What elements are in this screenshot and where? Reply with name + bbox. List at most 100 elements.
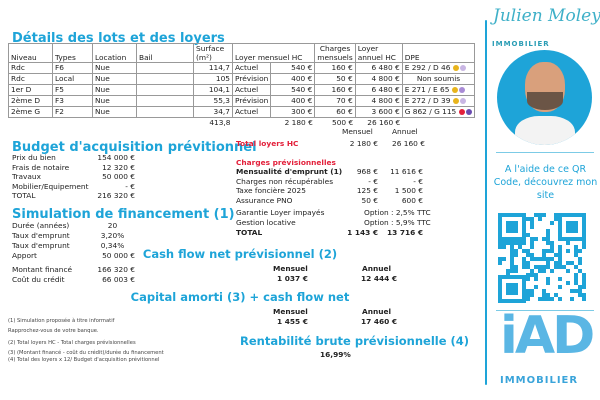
cell-bail [136, 106, 194, 118]
footnote: (1) Simulation proposée à titre informat… [8, 318, 115, 324]
capital-a: 17 460 € [361, 317, 398, 326]
cell-type: F2 [52, 106, 93, 118]
financement-title: Simulation de financement (1) [12, 207, 235, 222]
cell-charges: 160 € [314, 84, 356, 96]
total-loyers-m: 2 180 € [349, 139, 378, 148]
header-niveau: Niveau [8, 43, 53, 63]
charge-label: Charges non récupérables [236, 176, 334, 186]
cell-loyer: 300 € [270, 106, 316, 118]
budget-value: 216 320 € [97, 191, 135, 200]
dpe-value: E 272 / D 39 [404, 96, 451, 106]
financement-label: Apport [12, 251, 37, 260]
charge-a: 11 616 € [390, 167, 423, 176]
cell-surface: 104,1 [193, 84, 233, 96]
financement-label: Montant financé [12, 265, 73, 274]
capital-m: 1 455 € [277, 317, 308, 326]
dpe-dot-icon [452, 87, 459, 93]
cell-surface: 114,7 [193, 62, 233, 74]
rentabilite-title: Rentabilité brute prévisionnelle (4) [240, 334, 470, 348]
option-label: Garantie Loyer impayés [236, 208, 325, 217]
capital-m-label: Mensuel [273, 307, 308, 316]
footnote: (4) Total des loyers x 12/ Budget d'acqu… [8, 357, 160, 363]
charges-total-a: 13 716 € [386, 228, 423, 237]
cell-loyer: 540 € [270, 62, 316, 74]
charge-m: - € [368, 176, 378, 186]
dpe-dot-icon [453, 98, 460, 104]
financement-value: 166 320 € [97, 265, 135, 274]
cell-annuel: 4 800 € [354, 95, 403, 107]
header-dpe: DPE [401, 43, 476, 63]
iad-logo: iAD [500, 306, 595, 366]
header-location: Location [92, 43, 137, 63]
budget-label: TOTAL [12, 191, 36, 200]
dpe-value: E 271 / E 65 [404, 85, 450, 95]
charge-m: 50 € [361, 195, 378, 205]
budget-label: Frais de notaire [12, 162, 70, 172]
sidebar-divider [485, 20, 487, 385]
total-loyers-a: 26 160 € [392, 139, 425, 148]
dpe-dot-icon [459, 109, 466, 115]
cell-dpe: E 272 / D 39 [401, 95, 476, 107]
cell-bail [136, 62, 194, 74]
charge-a: 600 € [401, 195, 423, 205]
dpe-dot-icon [453, 65, 460, 71]
total-loyers-label: Total loyers HC [236, 139, 299, 148]
cell-location: Nue [92, 62, 137, 74]
dpe-value: G 862 / G 115 [404, 107, 457, 117]
cell-surface: 105 [193, 73, 233, 85]
cell-niveau: Rdc [8, 73, 53, 85]
total-surface: 413,8 [209, 118, 231, 127]
financement-value: 20 [107, 221, 118, 230]
cell-dpe: Non soumis [401, 73, 476, 85]
charge-label: Assurance PNO [236, 195, 293, 205]
cell-location: Nue [92, 106, 137, 118]
total-annuel: 26 160 € [367, 118, 401, 127]
lots-title: Détails des lots et des loyers [12, 31, 225, 46]
dpe-dot-icon [459, 87, 466, 93]
sidebar-sep [496, 152, 594, 153]
total-loyer: 2 180 € [284, 118, 313, 127]
header-surface: Surface (m²) [193, 43, 233, 63]
financement-value: 3,20% [100, 231, 125, 240]
cashflow-m: 1 037 € [277, 274, 308, 283]
cell-empty [53, 118, 93, 129]
option-value: Option : 5,9% TTC [364, 217, 431, 227]
cell-statut: Prévision [231, 95, 272, 107]
financement-label: Durée (années) [12, 221, 70, 230]
table-row: Rdc Local Nue 105 Prévision 400 €50 €4 800 € N… [8, 73, 476, 85]
cell-empty [93, 118, 137, 129]
financement-label: Taux d'emprunt [12, 231, 70, 240]
cell-charges: 50 € [314, 73, 356, 85]
financement-label: Coût du crédit [12, 275, 65, 284]
header-charges: Charges mensuels [314, 43, 356, 63]
budget-label: Travaux [12, 172, 41, 181]
cell-bail [136, 84, 194, 96]
cell-charges: 60 € [314, 106, 356, 118]
iad-logo-sub: IMMOBILIER [500, 375, 579, 386]
dpe-dot-icon [466, 109, 473, 115]
cell-charges: 160 € [314, 62, 356, 74]
header-annuel: Loyer annuel HC [354, 43, 403, 63]
charge-m: 125 € [356, 186, 378, 195]
financement-value: 50 000 € [102, 251, 135, 260]
cell-loyer: 400 € [270, 73, 316, 85]
qr-code[interactable] [498, 213, 586, 303]
budget-title: Budget d'acquisition prévitionnel [12, 140, 257, 155]
charges-title: Charges prévisionnelles [236, 158, 336, 167]
budget-value: 50 000 € [102, 172, 135, 181]
cashflow-m-label: Mensuel [273, 264, 308, 273]
financement-value: 0,34% [100, 241, 125, 250]
footnote: Rapprochez-vous de votre banque. [8, 328, 99, 334]
cell-empty [137, 118, 194, 129]
budget-value: 154 000 € [97, 153, 135, 162]
header-loyer: Loyer mensuel HC [231, 43, 316, 63]
rentabilite-value: 16,99% [320, 350, 351, 359]
cell-statut: Actuel [231, 106, 272, 118]
cell-niveau: 2ème D [8, 95, 53, 107]
charge-a: - € [413, 176, 423, 186]
cell-charges: 70 € [314, 95, 356, 107]
budget-label: Mobilier/Equipement [12, 181, 89, 191]
cashflow-a: 12 444 € [361, 274, 398, 283]
option-label: Gestion locative [236, 217, 296, 227]
cell-empty [233, 118, 271, 129]
